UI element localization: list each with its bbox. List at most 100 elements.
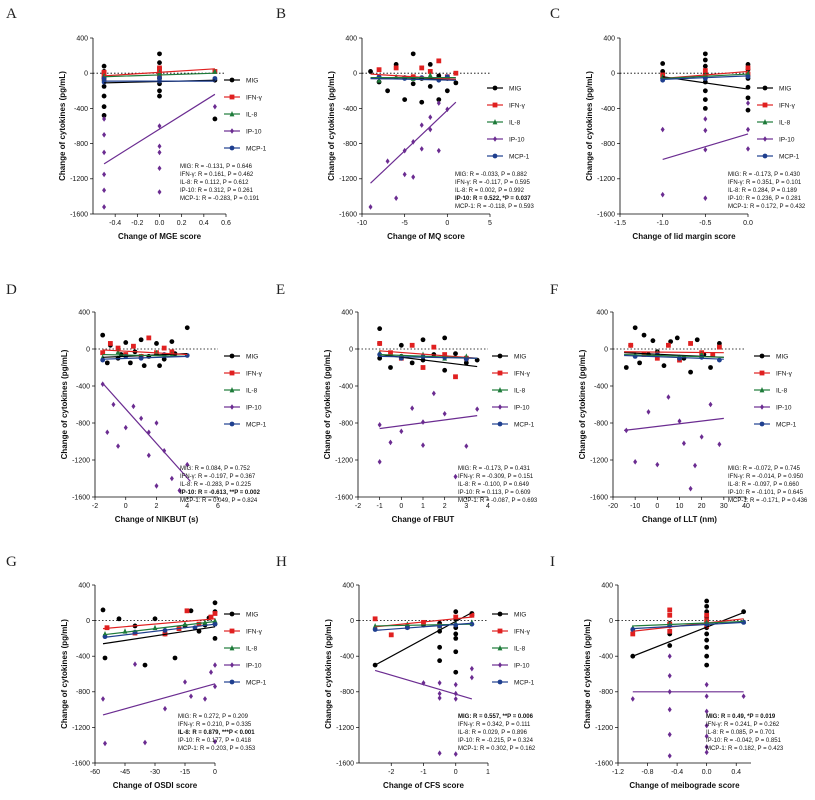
data-point-ip10 <box>428 126 433 133</box>
x-tick-label: 0 <box>454 769 458 776</box>
x-tick-label: -60 <box>90 769 100 776</box>
y-tick-label: 400 <box>76 35 88 42</box>
data-point-mcp1 <box>157 75 162 80</box>
data-point-ip10 <box>646 409 651 415</box>
data-point-mig <box>442 335 448 341</box>
y-tick-label: -400 <box>76 383 90 390</box>
data-point-ip10 <box>116 443 121 449</box>
legend-label: IFN-γ <box>246 628 263 635</box>
y-tick-label: 0 <box>350 618 354 625</box>
data-point-mig <box>101 93 107 99</box>
stat-line: IFN-γ: R = -0.197, P = 0.367 <box>180 474 256 480</box>
data-point-ifn <box>688 341 693 346</box>
data-point-ip10 <box>704 733 709 740</box>
data-point-ip10 <box>688 485 693 492</box>
y-tick-label: 400 <box>601 582 613 589</box>
data-point-ip10 <box>102 204 107 210</box>
data-point-ip10 <box>102 116 107 122</box>
x-tick-label: 4 <box>185 503 189 510</box>
data-point-mig <box>196 628 202 634</box>
data-point-mig <box>704 653 710 659</box>
x-tick-label: 0.6 <box>221 220 231 227</box>
legend-label: MCP-1 <box>509 153 530 160</box>
data-point-mig <box>650 338 656 344</box>
data-point-ip10 <box>377 422 382 428</box>
data-point-ip10 <box>437 750 442 757</box>
x-tick-label: -0.5 <box>699 220 711 227</box>
y-tick-label: -1600 <box>339 211 357 218</box>
legend-label: IL-8 <box>514 387 526 394</box>
data-point-ifn <box>388 632 394 638</box>
panel-letter: F <box>550 282 558 298</box>
x-tick-label: -2 <box>388 769 394 776</box>
data-point-ifn <box>442 352 448 357</box>
y-tick-label: -400 <box>601 106 615 113</box>
data-point-mig <box>704 637 710 643</box>
y-axis-label: Change of cytokines (pg/mL) <box>324 619 333 729</box>
data-point-mig <box>212 116 218 122</box>
stat-line: IL-8: R = 0.879, ***P < 0.001 <box>178 730 255 736</box>
stat-line: IP-10: R = 0.522, *P = 0.037 <box>455 196 531 202</box>
y-tick-label: 0 <box>349 346 353 353</box>
x-tick-label: 0 <box>213 769 217 776</box>
data-point-ip10 <box>101 696 105 702</box>
data-point-il8 <box>427 71 433 78</box>
y-tick-label: 0 <box>86 346 90 353</box>
legend-label: IFN-γ <box>776 370 793 377</box>
data-point-mig <box>637 360 642 366</box>
data-point-mig <box>427 62 433 67</box>
data-point-ip10 <box>143 739 147 746</box>
x-tick-label: -0.4 <box>671 769 683 776</box>
data-point-ip10 <box>157 123 162 129</box>
legend-label: IP-10 <box>776 404 792 411</box>
legend-label: IFN-γ <box>779 102 796 109</box>
legend-marker <box>497 387 503 393</box>
legend-label: MCP-1 <box>246 421 267 428</box>
data-point-ip10 <box>102 171 107 178</box>
panel-letter: G <box>6 554 17 570</box>
y-tick-label: -1200 <box>335 457 353 464</box>
stat-line: IP-10: R = -0.101, P = 0.645 <box>728 490 804 496</box>
fit-line-il8 <box>102 620 216 636</box>
x-axis-label: Change of FBUT <box>392 515 455 524</box>
legend-label: IP-10 <box>514 662 530 669</box>
data-point-ifn <box>710 352 716 357</box>
data-point-mig <box>427 84 433 89</box>
data-point-ip10 <box>100 381 105 387</box>
data-point-mig <box>101 113 107 118</box>
data-point-mig <box>377 326 383 332</box>
data-point-ifn <box>667 628 673 634</box>
stat-line: IP-10: R = 0.113, P = 0.609 <box>458 490 531 496</box>
legend-label: IL-8 <box>246 645 258 652</box>
data-point-ip10 <box>703 127 708 134</box>
data-point-ifn <box>212 611 218 616</box>
data-point-mcp1 <box>372 627 378 632</box>
data-point-ip10 <box>746 146 750 152</box>
legend-label: IP-10 <box>514 404 530 411</box>
data-point-ifn <box>666 342 671 348</box>
data-point-ip10 <box>213 738 217 745</box>
y-axis-label: Change of cytokines (pg/mL) <box>583 619 592 729</box>
x-axis-label: Change of NIKBUT (s) <box>115 515 199 524</box>
legend-marker <box>762 153 768 159</box>
x-tick-label: 30 <box>720 503 728 510</box>
data-point-ip10 <box>475 406 480 412</box>
y-tick-label: -1200 <box>339 176 357 183</box>
y-tick-label: -1600 <box>72 760 90 767</box>
data-point-ip10 <box>189 693 193 700</box>
y-tick-label: -1200 <box>72 457 90 464</box>
data-point-ifn <box>388 350 393 356</box>
y-tick-label: -800 <box>76 689 90 696</box>
data-point-mig <box>420 337 426 343</box>
y-tick-label: -1600 <box>70 211 88 218</box>
data-point-mig <box>188 608 194 614</box>
data-point-ip10 <box>154 483 159 489</box>
y-tick-label: -400 <box>339 383 353 390</box>
legend-marker <box>498 404 502 410</box>
stat-line: IFN-γ: R = -0.309, P = 0.151 <box>458 474 534 480</box>
data-point-ip10 <box>212 103 217 110</box>
fit-line-il8 <box>102 353 188 357</box>
y-tick-label: -400 <box>343 106 357 113</box>
stat-line: IL-8: R = 0.284, P = 0.189 <box>728 188 798 194</box>
fit-line-mig <box>102 626 216 645</box>
